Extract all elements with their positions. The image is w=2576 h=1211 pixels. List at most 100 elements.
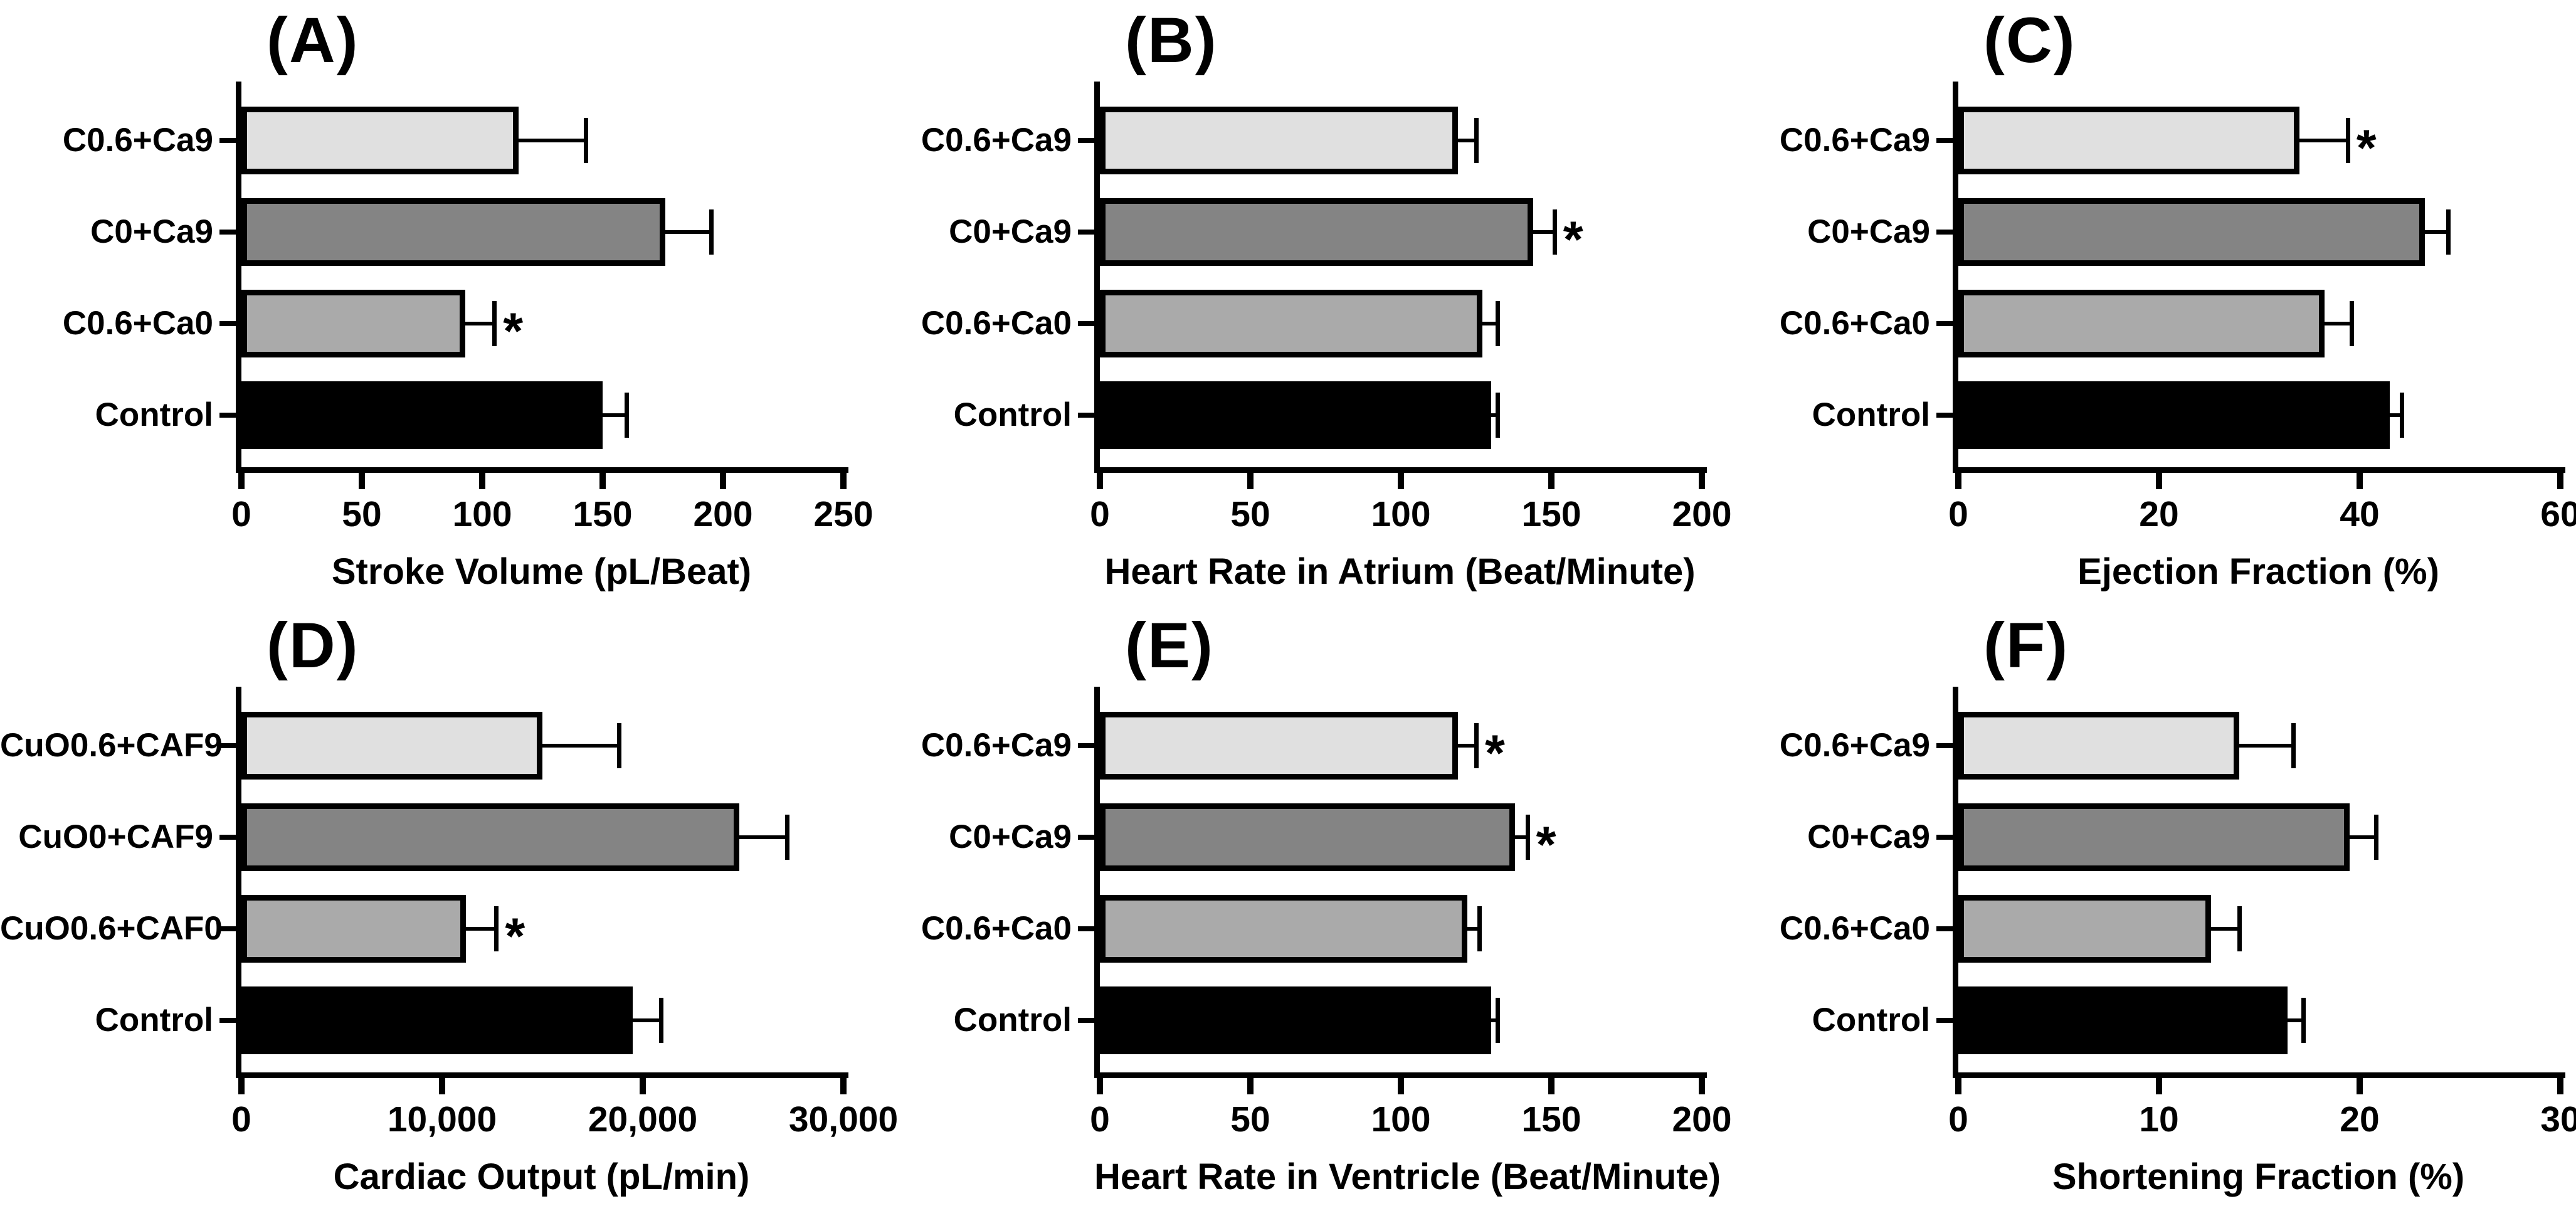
error-bar-cap (1477, 906, 1482, 951)
error-bar-line (737, 835, 788, 839)
category-tick (1078, 230, 1094, 235)
bar (241, 107, 519, 174)
bar (1100, 107, 1459, 174)
x-tick (599, 473, 606, 489)
error-bar-cap (1474, 118, 1479, 163)
y-axis-line (236, 687, 241, 1078)
error-bar-cap (785, 815, 790, 860)
x-tick (2357, 473, 2363, 489)
category-tick (1936, 835, 1953, 840)
category-tick (1936, 413, 1953, 418)
error-bar-line (464, 322, 495, 325)
category-tick (1078, 1018, 1094, 1023)
plot-area-d: 0 10,000 20,000 30,000 CuO0.6+CAF9 CuO0+CAF9 C… (0, 605, 898, 1210)
x-tick (840, 473, 847, 489)
bar (1958, 895, 2212, 963)
category-label: C0+Ca9 (949, 213, 1072, 250)
error-bar-cap (658, 998, 663, 1043)
x-tick (238, 473, 245, 489)
category-tick (1078, 321, 1094, 326)
x-tick (1097, 473, 1103, 489)
x-tick (2156, 1078, 2162, 1094)
bar (241, 895, 467, 963)
error-bar-line (465, 927, 497, 931)
bar (1958, 803, 2350, 871)
error-bar-cap (1474, 723, 1479, 768)
error-bar-cap (2373, 815, 2378, 860)
error-bar-line (663, 230, 711, 234)
error-bar-cap (2400, 393, 2405, 438)
error-bar-cap (584, 118, 589, 163)
bar (241, 712, 542, 780)
x-tick-label: 20 (2139, 494, 2179, 534)
x-tick-label: 0 (1090, 1099, 1110, 1140)
x-tick-label: 20 (2340, 1099, 2380, 1140)
y-axis-line (1094, 687, 1100, 1078)
x-tick-label: 150 (1521, 494, 1581, 534)
x-axis-title-c: Ejection Fraction (%) (2077, 551, 2439, 592)
category-tick (1078, 138, 1094, 143)
panel-f: 0 10 20 30 C0.6+Ca9 C0+Ca9 C0.6+Ca0 Control (F)… (1717, 605, 2576, 1210)
category-label: C0.6+Ca0 (1779, 910, 1930, 947)
x-tick-label: 60 (2540, 494, 2576, 534)
error-bar-cap (1495, 998, 1500, 1043)
error-bar-line (2298, 139, 2348, 142)
x-axis-title-b: Heart Rate in Atrium (Beat/Minute) (1104, 551, 1696, 592)
plot-area-a: 0 50 100 150 200 250 C0.6+Ca9 C0+Ca9 C0.6+Ca0 * Co… (0, 0, 874, 605)
x-tick (1398, 473, 1404, 489)
category-tick (1078, 413, 1094, 418)
category-tick (219, 413, 236, 418)
category-label: C0.6+Ca9 (921, 727, 1072, 764)
category-label: C0.6+Ca0 (921, 910, 1072, 947)
category-label: CuO0.6+CAF0 (0, 910, 223, 947)
significance-asterisk: * (1563, 211, 1583, 268)
category-label: C0.6+Ca9 (921, 122, 1072, 159)
error-bar-cap (709, 209, 714, 255)
x-tick-label: 30,000 (788, 1099, 899, 1140)
category-label: C0.6+Ca0 (62, 305, 213, 342)
x-tick-label: 20,000 (588, 1099, 698, 1140)
bar (1958, 986, 2288, 1054)
x-tick (1548, 473, 1555, 489)
bar (241, 198, 665, 266)
error-bar-line (2210, 927, 2239, 931)
x-tick-label: 50 (1230, 494, 1270, 534)
significance-asterisk: * (503, 303, 524, 360)
category-tick (219, 743, 236, 748)
x-tick (2557, 1078, 2563, 1094)
bar (241, 381, 603, 449)
category-label: CuO0+CAF9 (18, 818, 213, 855)
category-label: C0+Ca9 (1807, 818, 1930, 855)
error-bar-line (601, 413, 627, 417)
x-tick-label: 200 (693, 494, 753, 534)
error-bar-line (2424, 230, 2448, 234)
plot-area-f: 0 10 20 30 C0.6+Ca9 C0+Ca9 C0.6+Ca0 Control (1717, 605, 2576, 1210)
error-bar-line (1532, 230, 1555, 234)
x-tick (479, 473, 485, 489)
x-axis-line (1953, 1072, 2565, 1078)
category-tick (219, 926, 236, 931)
category-label: C0+Ca9 (1807, 213, 1930, 250)
x-axis-line (236, 1072, 848, 1078)
error-bar-cap (2345, 118, 2350, 163)
bar (1958, 107, 2299, 174)
x-tick (1097, 1078, 1103, 1094)
category-label: C0.6+Ca9 (62, 122, 213, 159)
x-tick (1398, 1078, 1404, 1094)
category-label: Control (953, 1002, 1072, 1039)
x-tick-label: 40 (2340, 494, 2380, 534)
error-bar-cap (1495, 301, 1500, 346)
bar (1100, 803, 1516, 871)
x-tick-label: 150 (1521, 1099, 1581, 1140)
bar (241, 803, 739, 871)
bar (1958, 290, 2325, 357)
x-tick (238, 1078, 245, 1094)
x-tick-label: 200 (1672, 494, 1732, 534)
category-tick (1078, 926, 1094, 931)
y-axis-line (236, 82, 241, 473)
x-tick-label: 30 (2540, 1099, 2576, 1140)
bar (1958, 712, 2239, 780)
x-tick-label: 50 (1230, 1099, 1270, 1140)
x-axis-title-d: Cardiac Output (pL/min) (333, 1156, 750, 1197)
x-tick (359, 473, 365, 489)
